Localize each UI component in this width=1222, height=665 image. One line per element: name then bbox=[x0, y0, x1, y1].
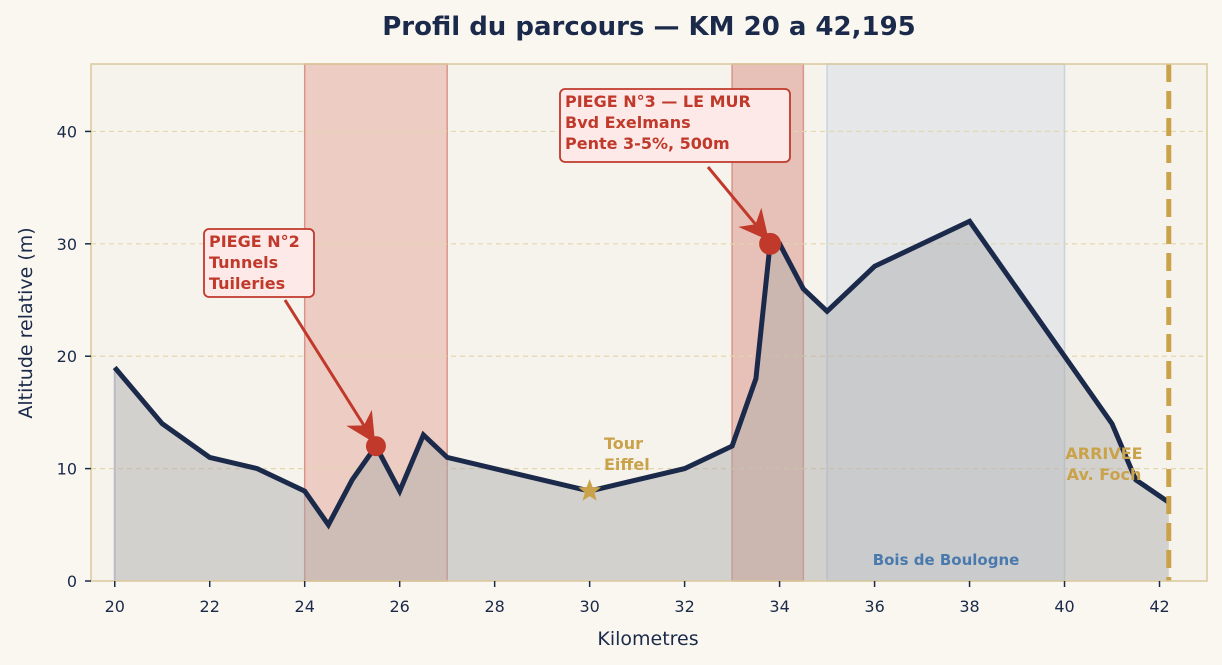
shaded-regions bbox=[303, 63, 1066, 582]
y-tick-label: 20 bbox=[57, 347, 77, 366]
annotation-arrow bbox=[706, 166, 769, 241]
arrivee-label: ARRIVEE bbox=[1065, 444, 1142, 463]
arrivee-label: Av. Foch bbox=[1067, 465, 1142, 484]
x-tick-label: 36 bbox=[864, 597, 884, 616]
annotation-box bbox=[203, 228, 315, 298]
x-axis-label: Kilometres bbox=[597, 628, 698, 650]
x-tick-label: 34 bbox=[769, 597, 789, 616]
annotation-text: Bvd Exelmans bbox=[565, 113, 691, 132]
annotation-text: PIEGE N°2 bbox=[209, 232, 300, 251]
piege-2-marker bbox=[365, 436, 386, 457]
y-tick-label: 40 bbox=[57, 122, 77, 141]
x-tick-label: 28 bbox=[484, 597, 504, 616]
x-tick-label: 22 bbox=[200, 597, 220, 616]
chart-title: Profil du parcours — KM 20 a 42,195 bbox=[382, 12, 916, 42]
bois-de-boulogne-label: Bois de Boulogne bbox=[873, 551, 1020, 569]
annotation-text: Tunnels bbox=[209, 253, 278, 272]
y-tick-label: 0 bbox=[67, 572, 77, 591]
x-tick-label: 32 bbox=[674, 597, 694, 616]
annotation-text: Tuileries bbox=[209, 274, 285, 293]
y-tick-label: 30 bbox=[57, 235, 77, 254]
x-tick-label: 24 bbox=[295, 597, 315, 616]
plot-border bbox=[90, 63, 1208, 582]
x-tick-label: 30 bbox=[579, 597, 599, 616]
annotation-arrow bbox=[283, 299, 376, 444]
elevation-line bbox=[112, 218, 1171, 530]
x-tick-label: 40 bbox=[1054, 597, 1074, 616]
y-axis-label: Altitude relative (m) bbox=[15, 227, 37, 418]
x-tick-label: 26 bbox=[390, 597, 410, 616]
star-icon bbox=[578, 479, 602, 501]
piege-3-marker bbox=[759, 232, 782, 255]
annotations: PIEGE N°2 Tunnels Tuileries PIEGE N°3 — LE … bbox=[203, 88, 1143, 569]
elevation-area bbox=[114, 221, 1169, 582]
x-tick-label: 42 bbox=[1149, 597, 1169, 616]
annotation-text: PIEGE N°3 — LE MUR bbox=[565, 92, 751, 111]
y-tick-label: 10 bbox=[57, 460, 77, 479]
tour-eiffel-label: Tour bbox=[604, 434, 643, 453]
tour-eiffel-label: Eiffel bbox=[604, 455, 650, 474]
axis-ticks: 20 22 24 26 28 30 32 34 36 38 40 42 0 10 20 30 40 bbox=[57, 122, 1170, 616]
shaded-region bbox=[826, 63, 1066, 582]
annotation-text: Pente 3-5%, 500m bbox=[565, 134, 730, 153]
x-tick-label: 20 bbox=[105, 597, 125, 616]
x-tick-label: 38 bbox=[959, 597, 979, 616]
annotation-box bbox=[559, 88, 791, 163]
